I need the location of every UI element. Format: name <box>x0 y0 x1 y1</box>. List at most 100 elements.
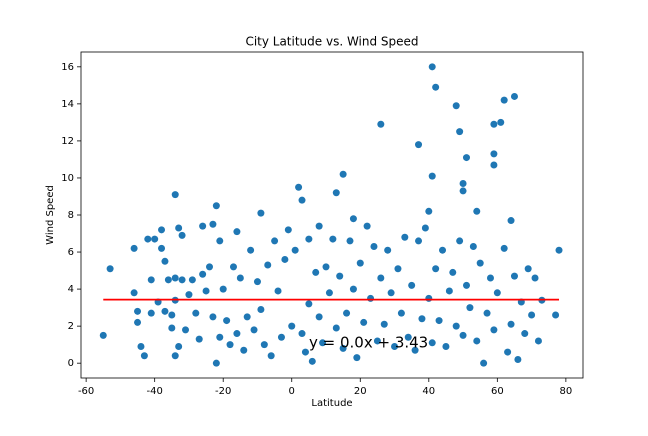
point <box>312 268 320 276</box>
x-tick-label: 40 <box>422 386 435 397</box>
point <box>257 305 265 313</box>
point <box>514 355 522 363</box>
point <box>490 150 498 158</box>
annotation: y = 0.0x + 3.43 <box>309 334 428 352</box>
point <box>305 235 313 243</box>
point <box>391 343 399 351</box>
point <box>493 289 501 297</box>
point <box>480 359 488 367</box>
point <box>404 333 412 341</box>
point <box>456 237 464 245</box>
point <box>500 244 508 252</box>
point <box>346 237 354 245</box>
point <box>452 322 460 330</box>
point <box>134 318 142 326</box>
point <box>339 344 347 352</box>
point <box>267 352 275 360</box>
point <box>315 313 323 321</box>
point <box>528 311 536 319</box>
y-tick-label: 16 <box>61 62 74 73</box>
point <box>367 294 375 302</box>
point <box>555 246 563 254</box>
point <box>277 333 285 341</box>
point <box>185 291 193 299</box>
point <box>137 343 145 351</box>
point <box>377 120 385 128</box>
point <box>247 246 255 254</box>
point <box>106 265 114 273</box>
point <box>524 265 532 273</box>
point <box>473 337 481 345</box>
point <box>459 187 467 195</box>
point <box>295 183 303 191</box>
point <box>332 189 340 197</box>
point <box>411 346 419 354</box>
point <box>428 172 436 180</box>
x-tick-label: -20 <box>215 386 231 397</box>
point <box>147 276 155 284</box>
point <box>500 96 508 104</box>
point <box>144 235 152 243</box>
y-tick-label: 14 <box>61 99 74 110</box>
point <box>305 300 313 308</box>
point <box>459 331 467 339</box>
point <box>466 304 474 312</box>
point <box>373 337 381 345</box>
point <box>425 294 433 302</box>
point <box>504 348 512 356</box>
point <box>552 311 560 319</box>
point <box>140 352 148 360</box>
point <box>298 196 306 204</box>
point <box>531 274 539 282</box>
point <box>192 309 200 317</box>
point <box>171 352 179 360</box>
point <box>397 309 405 317</box>
point <box>216 333 224 341</box>
point <box>476 259 484 267</box>
point <box>415 141 423 149</box>
point <box>271 237 279 245</box>
point <box>233 330 241 338</box>
y-tick-label: 12 <box>61 136 74 147</box>
point <box>363 222 371 230</box>
point <box>456 128 464 136</box>
point <box>370 242 378 250</box>
point <box>401 233 409 241</box>
point <box>483 309 491 317</box>
point <box>428 63 436 71</box>
point <box>257 209 265 217</box>
point <box>161 307 169 315</box>
point <box>130 244 138 252</box>
point <box>274 287 282 295</box>
point <box>164 276 172 284</box>
y-axis-label: Wind Speed <box>45 185 56 245</box>
point <box>99 331 107 339</box>
point <box>199 222 207 230</box>
point <box>384 246 392 254</box>
point <box>336 272 344 280</box>
point <box>243 313 251 321</box>
point <box>510 92 518 100</box>
point <box>339 170 347 178</box>
point <box>442 343 450 351</box>
point <box>462 281 470 289</box>
point <box>226 341 234 349</box>
point <box>175 224 183 232</box>
point <box>171 274 179 282</box>
point <box>432 265 440 273</box>
point <box>130 289 138 297</box>
point <box>264 261 272 269</box>
point <box>158 244 166 252</box>
point <box>507 217 515 225</box>
point <box>394 265 402 273</box>
point <box>147 309 155 317</box>
point <box>534 337 542 345</box>
point <box>175 343 183 351</box>
point <box>281 255 289 263</box>
chart-title: City Latitude vs. Wind Speed <box>245 35 418 49</box>
point <box>151 235 159 243</box>
x-tick-label: -40 <box>147 386 163 397</box>
point <box>418 315 426 323</box>
point <box>322 263 330 271</box>
